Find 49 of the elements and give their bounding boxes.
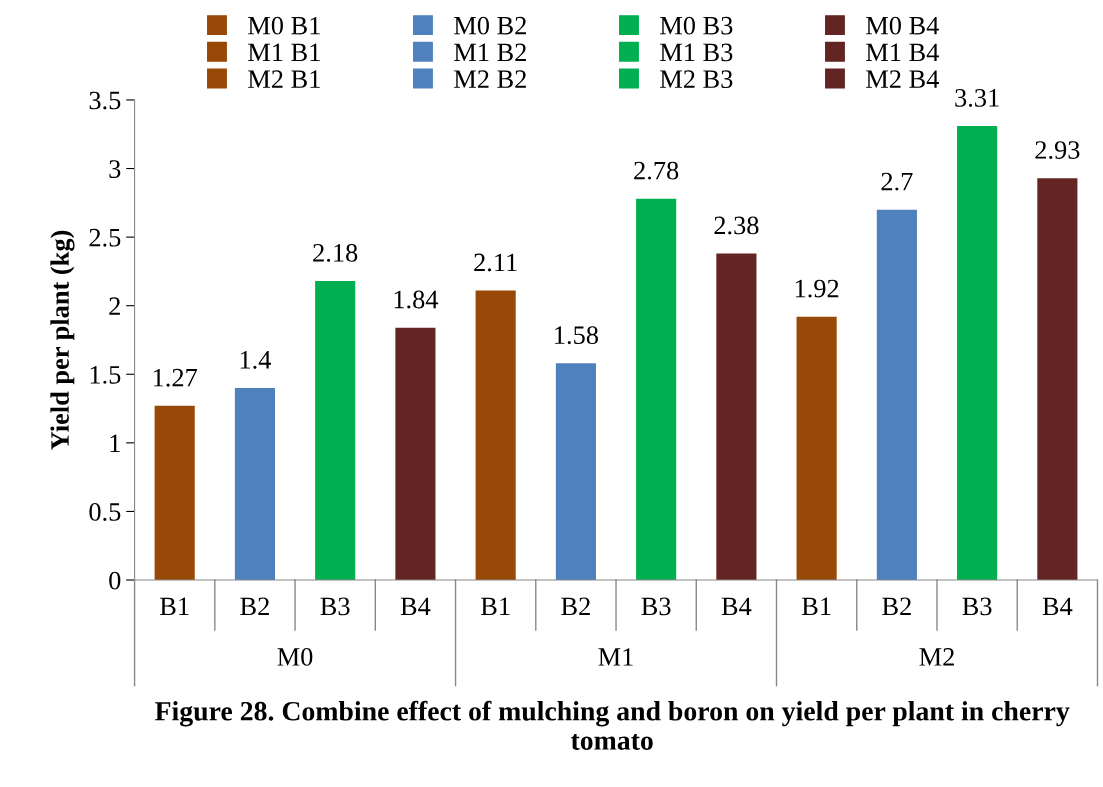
legend-label: M2 B1 (248, 70, 320, 88)
x-tick-label: B3 (962, 597, 992, 616)
data-label: 2.78 (634, 161, 679, 180)
x-tick-label: B4 (721, 597, 752, 616)
x-tick-label: B4 (400, 597, 431, 616)
data-label: 2.18 (313, 243, 358, 262)
data-label: 2.11 (474, 253, 517, 272)
data-label: 2.7 (881, 172, 913, 191)
x-tick-label: B1 (160, 597, 189, 616)
x-tick-label: B2 (882, 597, 911, 616)
y-tick-label: 0.5 (89, 503, 121, 521)
legend-label: M0 B2 (454, 16, 526, 35)
y-tick-label: 2.5 (89, 228, 121, 247)
text: Figure 28. Combine effect of mulching and boron on yield per plant in cherry tomato (155, 700, 1070, 750)
legend-label: M0 B1 (248, 16, 320, 35)
x-tick-label: B1 (481, 597, 510, 616)
data-label: 1.92 (795, 279, 839, 298)
x-tick-label: B3 (641, 597, 671, 616)
data-label: 1.27 (153, 368, 198, 387)
data-label: 2.38 (714, 216, 759, 235)
legend-label: M2 B3 (660, 70, 733, 89)
legend-label: M1 B2 (454, 43, 526, 62)
y-tick-label: 3 (109, 160, 121, 178)
legend-label: M2 B4 (866, 70, 939, 88)
x-tick-label: B4 (1042, 597, 1073, 616)
x-tick-label: B2 (240, 597, 269, 616)
y-tick-label: 1.5 (90, 366, 121, 384)
legend-label: M1 B3 (660, 43, 733, 62)
x-tick-label: B1 (801, 597, 831, 616)
data-label: 2.93 (1035, 141, 1080, 159)
y-tick-label: 2 (109, 297, 120, 315)
text: M2 (919, 648, 954, 666)
legend-label: M1 B1 (248, 43, 320, 62)
y-tick-label: 3.5 (89, 91, 121, 110)
x-tick-label: B2 (561, 597, 590, 616)
y-tick-label: 1 (110, 434, 120, 453)
legend-label: M1 B4 (866, 43, 939, 62)
data-label: 1.4 (240, 351, 272, 369)
data-label: 1.58 (555, 326, 598, 345)
legend-label: M2 B2 (454, 70, 526, 88)
data-label: 3.31 (955, 89, 999, 107)
legend-label: M0 B4 (866, 16, 939, 35)
y-axis-title: Yield per plant (kg) (50, 230, 75, 450)
text: M0 (277, 648, 313, 666)
x-tick-label: B3 (320, 597, 350, 616)
text: M1 (598, 648, 633, 666)
data-label: 1.84 (394, 290, 439, 309)
legend-label: M0 B3 (660, 16, 733, 35)
y-tick-label: 0 (109, 571, 121, 590)
